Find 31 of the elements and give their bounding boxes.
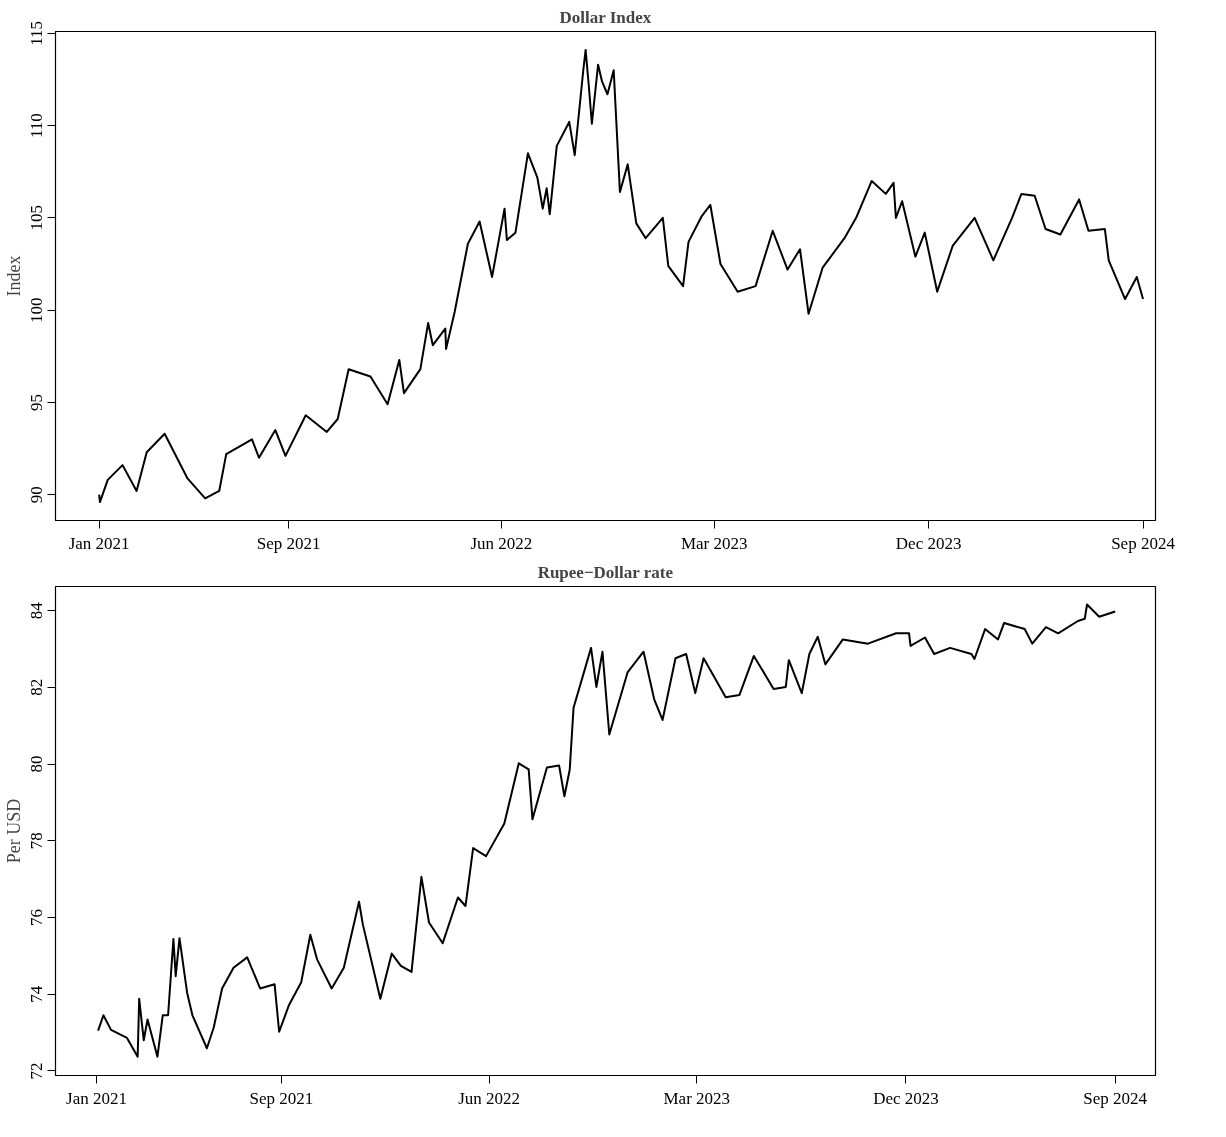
chart-title: Rupee−Dollar rate xyxy=(537,562,674,582)
line-series xyxy=(98,48,1145,504)
x-tick-label: Mar 2023 xyxy=(663,1088,731,1108)
x-tick-label: Dec 2023 xyxy=(895,533,962,553)
y-axis-title: Per USD xyxy=(3,798,24,864)
chart-title: Dollar Index xyxy=(559,7,652,27)
y-tick-label: 80 xyxy=(27,755,47,773)
y-tick-label: 84 xyxy=(27,601,47,620)
y-tick-label: 76 xyxy=(27,908,47,926)
y-tick-label: 100 xyxy=(27,297,47,323)
x-tick-label: Jun 2022 xyxy=(470,533,533,553)
y-tick-label: 115 xyxy=(27,20,47,46)
x-tick-label: Sep 2021 xyxy=(249,1088,314,1108)
x-tick-label: Dec 2023 xyxy=(873,1088,939,1108)
y-tick-label: 105 xyxy=(27,205,47,231)
line-series xyxy=(97,603,1117,1058)
y-tick-label: 95 xyxy=(27,393,47,411)
x-tick-label: Jan 2021 xyxy=(66,1088,128,1108)
x-tick-label: Sep 2024 xyxy=(1111,533,1176,553)
y-axis-title: Index xyxy=(3,255,24,297)
y-tick-label: 78 xyxy=(27,832,47,850)
y-tick-label: 74 xyxy=(27,985,47,1003)
y-tick-label: 72 xyxy=(27,1062,47,1080)
x-tick-label: Sep 2021 xyxy=(256,533,321,553)
y-tick-label: 82 xyxy=(27,678,47,696)
x-tick-label: Mar 2023 xyxy=(680,533,748,553)
y-tick-label: 90 xyxy=(27,486,47,504)
x-tick-label: Sep 2024 xyxy=(1083,1088,1148,1108)
x-tick-label: Jan 2021 xyxy=(68,533,130,553)
y-tick-label: 110 xyxy=(27,113,47,139)
x-tick-label: Jun 2022 xyxy=(458,1088,521,1108)
